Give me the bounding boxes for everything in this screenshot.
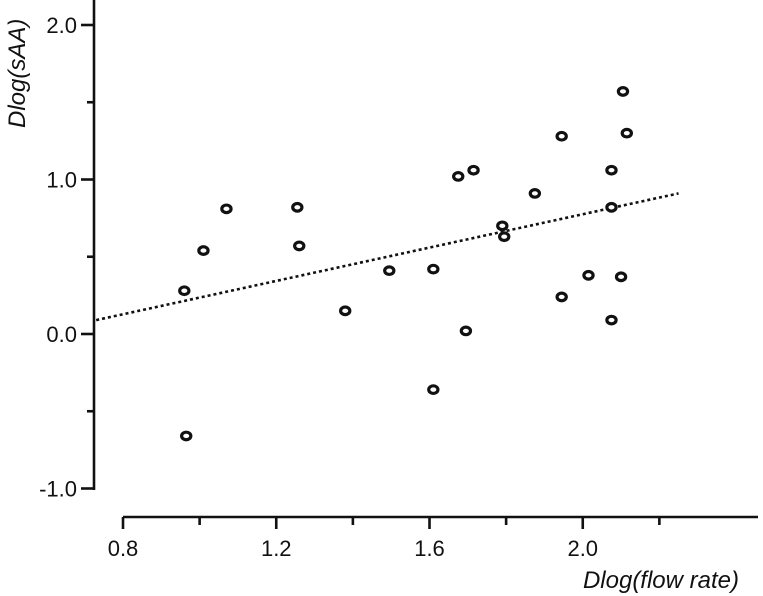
y-tick-label: -1.0: [39, 477, 77, 502]
data-point: [498, 231, 511, 243]
data-point: [427, 384, 440, 396]
x-tick-label: 1.6: [414, 536, 445, 561]
data-point: [459, 325, 473, 337]
y-axis-title: Dlog(sAA): [4, 19, 31, 128]
data-point: [616, 86, 630, 97]
data-point: [528, 188, 542, 199]
data-point: [605, 314, 618, 326]
x-axis-title: Dlog(flow rate): [583, 567, 739, 594]
y-tick-label: 2.0: [46, 13, 77, 38]
data-point: [555, 130, 568, 142]
x-tick-label: 1.2: [261, 536, 292, 561]
data-point: [605, 164, 618, 176]
data-point: [178, 285, 191, 297]
data-point: [614, 271, 628, 283]
data-point: [467, 164, 480, 176]
data-point: [293, 240, 306, 252]
y-tick-label: 0.0: [46, 322, 77, 347]
data-point: [339, 305, 352, 317]
trendline: [95, 192, 679, 322]
points-layer: [178, 86, 634, 442]
data-point: [620, 127, 634, 139]
data-point: [427, 263, 440, 275]
data-point: [180, 430, 193, 442]
y-axis: -1.0 0.0 1.0 2.0: [39, 0, 96, 502]
data-point: [220, 203, 233, 215]
x-tick-label: 0.8: [108, 536, 139, 561]
data-point: [555, 291, 568, 303]
data-point: [291, 201, 304, 213]
data-point: [605, 201, 618, 213]
data-point: [383, 265, 396, 277]
trendline-layer: [95, 192, 679, 322]
y-tick-label: 1.0: [46, 168, 77, 193]
data-point: [582, 269, 595, 281]
x-axis: 0.8 1.2 1.6 2.0: [108, 515, 758, 561]
data-point: [197, 245, 210, 256]
data-point: [496, 220, 509, 232]
x-tick-label: 2.0: [567, 536, 598, 561]
data-point: [452, 171, 465, 182]
